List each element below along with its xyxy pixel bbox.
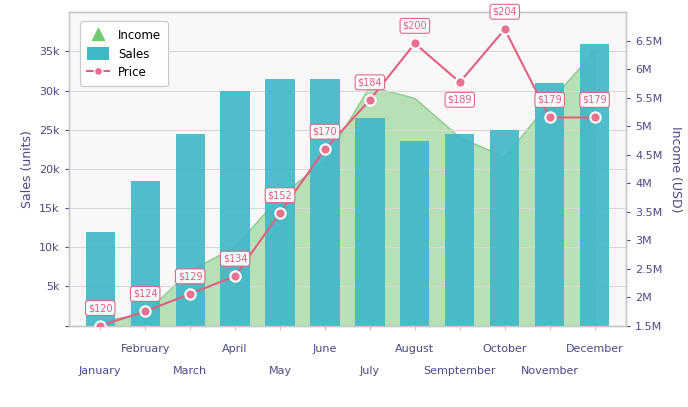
Text: May: May bbox=[268, 366, 292, 376]
Bar bbox=[310, 79, 340, 326]
Text: October: October bbox=[482, 344, 527, 354]
Bar bbox=[355, 118, 385, 326]
Text: $179: $179 bbox=[582, 95, 607, 105]
Text: $124: $124 bbox=[133, 289, 158, 299]
Bar bbox=[175, 133, 205, 326]
Text: April: April bbox=[222, 344, 248, 354]
Text: March: March bbox=[173, 366, 207, 376]
Text: $170: $170 bbox=[312, 127, 337, 137]
Text: $134: $134 bbox=[223, 254, 247, 264]
Bar bbox=[535, 83, 564, 326]
Text: Semptember: Semptember bbox=[424, 366, 496, 376]
Point bbox=[95, 322, 106, 329]
Bar bbox=[85, 232, 115, 326]
Text: $189: $189 bbox=[448, 95, 472, 105]
Point bbox=[454, 79, 465, 85]
Bar bbox=[580, 44, 610, 326]
Point bbox=[275, 210, 286, 216]
Text: $200: $200 bbox=[402, 21, 427, 31]
Text: $129: $129 bbox=[178, 271, 202, 281]
Point bbox=[140, 308, 151, 315]
Bar bbox=[445, 133, 475, 326]
Bar bbox=[266, 79, 294, 326]
Text: $184: $184 bbox=[358, 77, 382, 88]
Point bbox=[589, 114, 600, 121]
Text: August: August bbox=[396, 344, 434, 354]
Text: December: December bbox=[566, 344, 623, 354]
Text: November: November bbox=[521, 366, 579, 376]
Text: June: June bbox=[313, 344, 337, 354]
Legend: Income, Sales, Price: Income, Sales, Price bbox=[80, 21, 169, 86]
Point bbox=[544, 114, 555, 121]
Text: February: February bbox=[120, 344, 170, 354]
Point bbox=[184, 291, 195, 297]
Bar bbox=[400, 142, 429, 326]
Text: $204: $204 bbox=[493, 7, 517, 17]
Text: $152: $152 bbox=[268, 190, 292, 200]
Text: January: January bbox=[79, 366, 122, 376]
Text: $120: $120 bbox=[88, 303, 113, 313]
Bar bbox=[490, 130, 519, 326]
Point bbox=[499, 26, 510, 33]
Bar bbox=[220, 91, 250, 326]
Y-axis label: Income (USD): Income (USD) bbox=[669, 126, 682, 212]
Point bbox=[409, 40, 420, 47]
Point bbox=[230, 273, 241, 280]
Y-axis label: Sales (units): Sales (units) bbox=[21, 130, 34, 208]
Point bbox=[365, 96, 376, 103]
Bar bbox=[131, 181, 160, 326]
Text: July: July bbox=[360, 366, 380, 376]
Point bbox=[319, 146, 330, 153]
Text: $179: $179 bbox=[537, 95, 562, 105]
